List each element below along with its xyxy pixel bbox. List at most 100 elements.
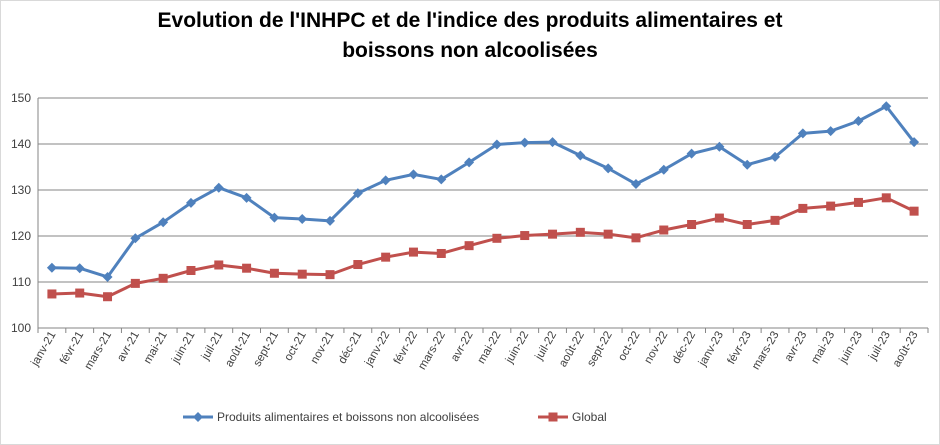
data-point bbox=[742, 220, 752, 229]
data-point bbox=[74, 263, 85, 274]
data-point bbox=[408, 169, 419, 180]
data-point bbox=[519, 137, 530, 148]
data-point bbox=[185, 197, 196, 208]
data-point bbox=[436, 248, 446, 258]
data-point bbox=[186, 266, 196, 275]
series-0 bbox=[46, 101, 920, 282]
data-point bbox=[714, 213, 724, 223]
data-point bbox=[797, 128, 808, 139]
data-point bbox=[102, 271, 113, 282]
y-tick-label: 140 bbox=[11, 137, 31, 151]
data-point bbox=[492, 233, 502, 243]
y-tick-label: 130 bbox=[11, 183, 31, 197]
x-tick-label: janv-22 bbox=[363, 330, 393, 370]
x-tick-label: mars-21 bbox=[83, 330, 114, 373]
data-point bbox=[909, 206, 919, 216]
x-tick-label: juin-21 bbox=[169, 330, 197, 367]
data-point bbox=[130, 278, 140, 288]
y-tick-label: 100 bbox=[11, 321, 31, 335]
data-point bbox=[269, 268, 279, 278]
x-tick-label: mai-21 bbox=[142, 330, 170, 366]
x-tick-label: sept-22 bbox=[585, 330, 615, 369]
x-tick-label: mars-23 bbox=[750, 330, 781, 373]
series-line bbox=[51, 196, 915, 299]
x-tick-label: nov-22 bbox=[642, 330, 670, 366]
x-tick-label: févr-23 bbox=[726, 330, 754, 367]
data-point bbox=[686, 148, 697, 159]
chart-title-line1: Evolution de l'INHPC et de l'indice des … bbox=[157, 9, 783, 32]
series-1 bbox=[47, 193, 919, 302]
data-point bbox=[464, 241, 474, 251]
data-point bbox=[297, 213, 308, 224]
legend-marker bbox=[193, 412, 203, 422]
data-point bbox=[575, 227, 585, 237]
data-point bbox=[825, 126, 836, 137]
data-point bbox=[325, 215, 336, 226]
data-point bbox=[630, 179, 641, 190]
data-point bbox=[881, 101, 892, 112]
x-tick-label: nov-21 bbox=[309, 330, 337, 366]
x-tick-label: juin-22 bbox=[503, 330, 531, 367]
x-tick-label: août-23 bbox=[891, 330, 921, 370]
series-line bbox=[51, 104, 916, 279]
x-tick-label: avr-21 bbox=[115, 330, 142, 364]
x-tick-label: oct-22 bbox=[616, 330, 642, 364]
data-point bbox=[659, 225, 669, 235]
data-point bbox=[853, 197, 863, 207]
data-point bbox=[408, 247, 418, 257]
legend-label: Produits alimentaires et boissons non al… bbox=[217, 410, 479, 424]
data-point bbox=[547, 137, 558, 148]
data-point bbox=[603, 229, 613, 239]
data-point bbox=[603, 163, 614, 174]
x-tick-label: mai-23 bbox=[809, 330, 837, 366]
data-point bbox=[575, 150, 586, 161]
data-point bbox=[436, 174, 447, 185]
data-point bbox=[909, 137, 920, 148]
data-point bbox=[464, 157, 475, 168]
data-point bbox=[770, 151, 781, 162]
data-point bbox=[325, 270, 335, 280]
data-point bbox=[46, 262, 57, 273]
x-tick-label: janv-23 bbox=[696, 330, 726, 370]
data-point bbox=[520, 231, 530, 241]
x-tick-label: sept-21 bbox=[251, 330, 281, 369]
data-point bbox=[241, 192, 252, 203]
x-tick-label: avr-23 bbox=[783, 330, 810, 364]
x-tick-label: déc-21 bbox=[336, 330, 364, 366]
x-tick-label: juil-22 bbox=[533, 330, 559, 363]
data-point bbox=[742, 159, 753, 170]
x-tick-label: juil-21 bbox=[199, 330, 225, 363]
x-tick-label: avr-22 bbox=[449, 330, 476, 364]
legend-marker bbox=[548, 412, 558, 422]
data-point bbox=[214, 260, 224, 270]
legend-entry-1: Global bbox=[538, 410, 607, 424]
x-tick-label: oct-21 bbox=[282, 330, 308, 364]
x-tick-label: août-21 bbox=[223, 330, 253, 370]
data-point bbox=[130, 233, 141, 244]
data-point bbox=[798, 203, 808, 213]
data-point bbox=[158, 217, 169, 228]
data-point bbox=[381, 252, 391, 262]
x-tick-label: mars-22 bbox=[416, 330, 447, 373]
data-point bbox=[75, 288, 85, 298]
x-tick-label: juin-23 bbox=[837, 330, 865, 367]
data-point bbox=[548, 229, 558, 239]
data-point bbox=[242, 263, 252, 273]
data-point bbox=[352, 188, 363, 199]
data-point bbox=[687, 220, 697, 229]
data-point bbox=[47, 289, 57, 299]
chart-title: Evolution de l'INHPC et de l'indice des … bbox=[0, 6, 940, 66]
data-point bbox=[826, 201, 836, 211]
data-point bbox=[213, 182, 224, 193]
legend-entry-0: Produits alimentaires et boissons non al… bbox=[183, 410, 479, 424]
data-point bbox=[714, 141, 725, 152]
data-point bbox=[158, 273, 168, 283]
y-tick-label: 110 bbox=[12, 275, 31, 289]
data-point bbox=[658, 164, 669, 175]
x-tick-label: janv-21 bbox=[29, 330, 59, 370]
data-point bbox=[103, 292, 113, 302]
x-tick-label: févr-21 bbox=[58, 330, 86, 367]
x-tick-label: févr-22 bbox=[392, 330, 420, 367]
